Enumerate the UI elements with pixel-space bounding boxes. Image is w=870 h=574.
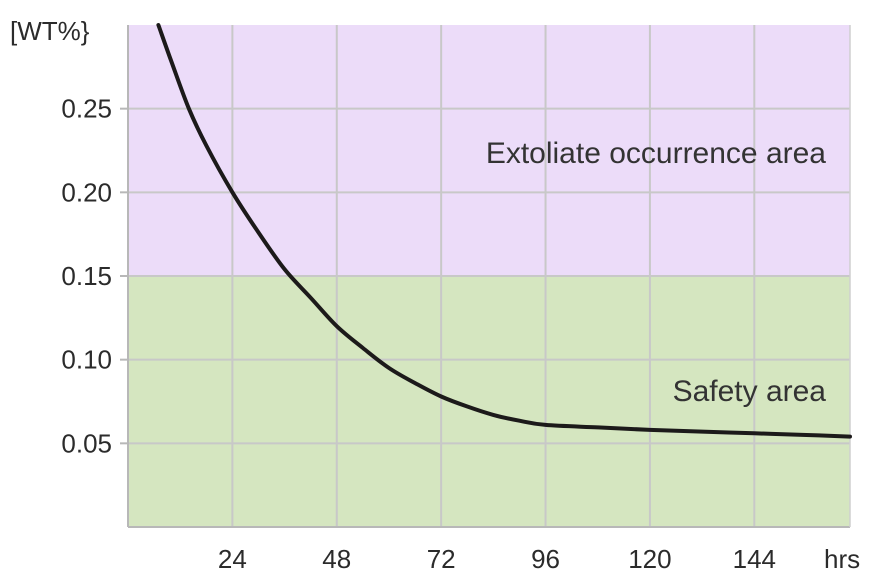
y-tick-label: 0.25 bbox=[61, 94, 112, 124]
x-tick-label: 120 bbox=[628, 544, 671, 574]
y-tick-label: 0.20 bbox=[61, 177, 112, 207]
x-tick-label: 48 bbox=[322, 544, 351, 574]
y-tick-label: 0.10 bbox=[61, 345, 112, 375]
series-line-0 bbox=[156, 23, 852, 439]
series-layer bbox=[156, 23, 852, 439]
x-tick-label: 96 bbox=[531, 544, 560, 574]
region-0 bbox=[128, 25, 850, 276]
x-tick-label: 72 bbox=[427, 544, 456, 574]
y-tick-label: 0.15 bbox=[61, 261, 112, 291]
tick-labels: 0.05 0.10 0.15 0.20 0.25 24 48 72 96 120 144 bbox=[61, 94, 776, 574]
y-tick-label: 0.05 bbox=[61, 428, 112, 458]
x-axis-label: hrs bbox=[824, 544, 860, 574]
region-label-safety: Safety area bbox=[673, 375, 827, 408]
region-labels: Extoliate occurrence area Safety area bbox=[486, 137, 826, 408]
background-regions bbox=[128, 25, 850, 527]
region-1 bbox=[128, 276, 850, 527]
region-label-extoliate: Extoliate occurrence area bbox=[486, 137, 826, 170]
x-tick-label: 24 bbox=[218, 544, 247, 574]
y-axis-label: [WT%} bbox=[10, 16, 90, 46]
x-tick-label: 144 bbox=[733, 544, 776, 574]
gridlines bbox=[128, 25, 850, 527]
